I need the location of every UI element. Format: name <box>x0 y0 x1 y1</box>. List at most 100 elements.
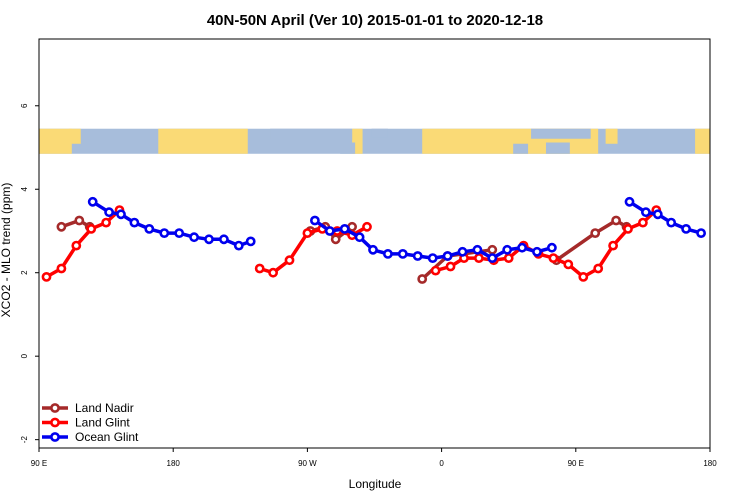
data-point-ocean-glint <box>696 228 706 238</box>
legend-item-land-nadir: Land Nadir <box>42 401 134 415</box>
y-axis-label: XCO2 - MLO trend (ppm) <box>0 183 13 318</box>
y-tick-label: 4 <box>20 186 29 191</box>
y-axis: -2 0 2 4 6 <box>20 103 39 443</box>
data-point-ocean-glint <box>397 248 408 259</box>
data-point-land-nadir <box>330 234 341 245</box>
data-point-ocean-glint <box>233 240 244 251</box>
map-water <box>340 142 356 154</box>
data-point-ocean-glint <box>129 217 140 228</box>
x-tick-label: 180 <box>703 459 717 468</box>
legend-item-land-glint: Land Glint <box>42 416 130 430</box>
data-point-ocean-glint <box>309 215 320 226</box>
data-point-land-glint <box>503 253 514 263</box>
data-point-ocean-glint <box>457 246 468 257</box>
legend-label: Ocean Glint <box>75 430 139 444</box>
map-water <box>270 128 353 140</box>
series-land-glint <box>41 205 662 282</box>
data-point-ocean-glint <box>339 223 350 234</box>
data-point-ocean-glint <box>104 207 114 218</box>
series-ocean-glint <box>87 196 706 263</box>
data-point-ocean-glint <box>427 253 438 263</box>
data-point-land-nadir <box>611 215 621 226</box>
data-point-ocean-glint <box>245 236 256 247</box>
map-land <box>68 128 81 144</box>
data-point-ocean-glint <box>354 232 365 243</box>
data-point-ocean-glint <box>368 244 378 255</box>
legend-item-ocean-glint: Ocean Glint <box>42 430 139 444</box>
x-axis-label: Longitude <box>349 477 402 491</box>
x-tick-label: 90 E <box>31 459 47 468</box>
data-point-land-glint <box>473 253 484 263</box>
data-point-land-nadir <box>417 274 428 284</box>
data-point-ocean-glint <box>87 196 98 207</box>
data-point-ocean-glint <box>218 234 229 245</box>
map-water <box>531 128 591 139</box>
data-point-land-nadir <box>487 244 498 255</box>
data-point-land-glint <box>86 223 97 234</box>
data-point-land-glint <box>548 253 559 263</box>
map-land <box>39 128 72 154</box>
x-axis: 90 E 180 90 W 0 90 E 180 <box>31 448 717 468</box>
series-line-land-nadir <box>555 218 628 262</box>
data-point-land-glint <box>284 255 295 266</box>
data-point-ocean-glint <box>159 228 170 238</box>
data-point-ocean-glint <box>189 232 199 243</box>
data-point-ocean-glint <box>472 244 483 255</box>
data-point-ocean-glint <box>324 226 335 236</box>
data-point-land-glint <box>101 217 111 228</box>
data-point-ocean-glint <box>547 242 557 253</box>
legend-marker <box>50 403 60 413</box>
data-point-land-glint <box>608 240 618 251</box>
data-point-land-glint <box>445 261 456 272</box>
y-tick-label: -2 <box>20 436 29 444</box>
x-tick-label: 90 E <box>568 459 584 468</box>
data-point-land-nadir <box>74 215 85 226</box>
data-point-ocean-glint <box>517 242 527 253</box>
legend-marker <box>50 417 60 428</box>
data-point-land-glint <box>254 263 265 274</box>
data-point-ocean-glint <box>174 228 185 238</box>
data-point-land-glint <box>56 263 67 274</box>
data-point-ocean-glint <box>116 209 126 220</box>
data-point-ocean-glint <box>666 217 677 228</box>
data-point-land-glint <box>593 263 604 274</box>
data-point-ocean-glint <box>641 207 651 218</box>
map-land <box>605 128 618 144</box>
data-point-ocean-glint <box>681 223 691 234</box>
data-point-land-glint <box>302 228 313 238</box>
y-tick-label: 0 <box>20 353 29 358</box>
world-map-strip <box>39 128 710 154</box>
data-point-ocean-glint <box>204 234 214 245</box>
legend-label: Land Nadir <box>75 401 134 415</box>
map-water <box>513 143 529 154</box>
data-point-land-nadir <box>56 221 67 232</box>
data-point-ocean-glint <box>144 223 155 234</box>
x-tick-label: 180 <box>167 459 181 468</box>
data-point-land-glint <box>563 259 574 270</box>
data-point-land-glint <box>362 221 372 232</box>
y-tick-label: 2 <box>20 270 29 275</box>
data-point-land-nadir <box>590 228 601 238</box>
map-land <box>695 128 710 154</box>
legend-marker <box>50 432 60 442</box>
data-point-ocean-glint <box>442 251 453 261</box>
data-point-land-glint <box>71 240 82 251</box>
data-point-ocean-glint <box>502 244 513 255</box>
x-tick-label: 0 <box>439 459 444 468</box>
map-land <box>158 128 248 154</box>
data-point-ocean-glint <box>487 253 498 263</box>
legend-label: Land Glint <box>75 416 130 430</box>
data-point-ocean-glint <box>382 248 393 259</box>
data-point-ocean-glint <box>412 251 423 261</box>
x-tick-label: 90 W <box>298 459 317 468</box>
map-water <box>371 128 388 138</box>
map-land <box>352 128 363 154</box>
data-point-land-glint <box>578 271 589 282</box>
series-layer <box>41 196 706 284</box>
series-line-land-glint <box>435 208 658 279</box>
y-tick-label: 6 <box>20 103 29 108</box>
data-point-land-glint <box>638 217 648 228</box>
